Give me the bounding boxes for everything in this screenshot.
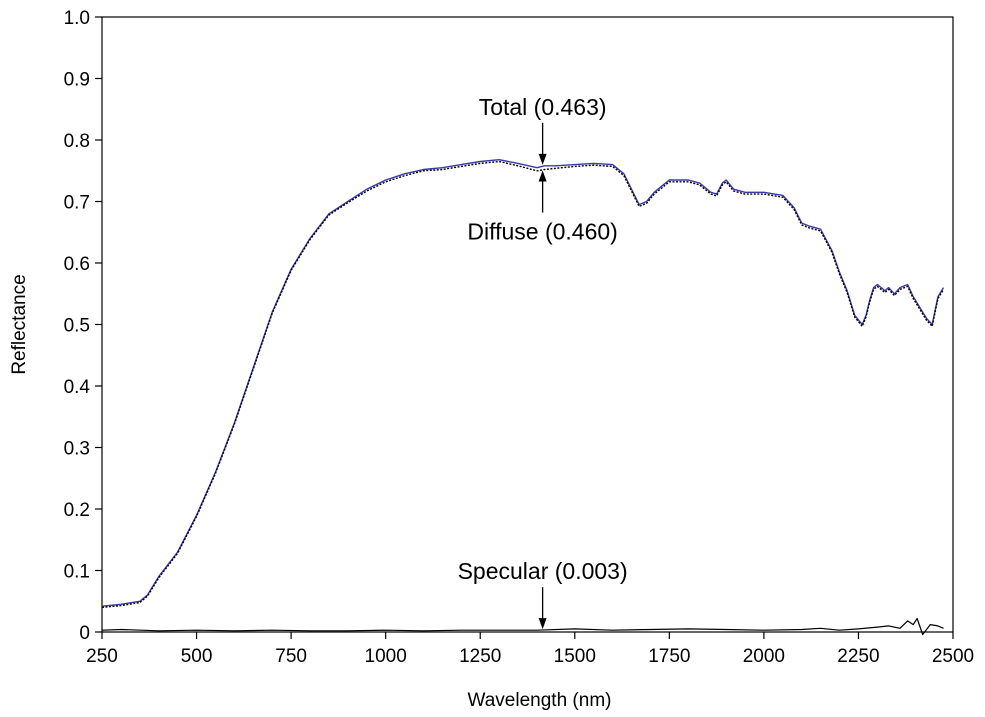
specular-annotation: Specular (0.003) <box>458 558 628 630</box>
x-tick-label: 1750 <box>648 646 690 667</box>
diffuse-arrow-head <box>538 170 547 182</box>
y-tick-label: 0.3 <box>64 439 90 460</box>
diffuse-annotation-label: Diffuse (0.460) <box>467 219 617 245</box>
x-tick-label: 250 <box>86 646 118 667</box>
series-layer <box>101 159 945 636</box>
total-annotation-label: Total (0.463) <box>479 94 607 120</box>
x-axis-title: Wavelength (nm) <box>468 690 612 711</box>
diffuse-annotation: Diffuse (0.460) <box>467 170 618 245</box>
y-tick-label: 0.4 <box>64 377 91 398</box>
specular-line <box>101 617 944 636</box>
x-tick-label: 500 <box>181 646 213 667</box>
y-axis-title: Reflectance <box>9 274 30 374</box>
specular-annotation-label: Specular (0.003) <box>458 558 628 584</box>
y-tick-label: 0.8 <box>64 131 90 152</box>
y-tick-label: 0.1 <box>64 562 90 583</box>
annotation-layer: Total (0.463) Diffuse (0.460) Specular (0.… <box>458 94 628 630</box>
x-tick-label: 2000 <box>743 646 785 667</box>
y-tick-label: 0.9 <box>64 70 90 91</box>
total-line <box>101 159 945 607</box>
specular-arrow-head <box>538 618 547 630</box>
x-tick-label: 750 <box>275 646 307 667</box>
x-tick-label: 2250 <box>837 646 879 667</box>
total-arrow-head <box>538 153 547 165</box>
y-tick-label: 1.0 <box>64 8 90 29</box>
total-annotation: Total (0.463) <box>479 94 607 165</box>
y-tick-label: 0.2 <box>64 500 90 521</box>
y-axis: 0 0.1 0.2 0.3 0.4 0.5 0.6 0.7 0.8 0.9 1.0 <box>64 8 102 644</box>
x-tick-label: 1000 <box>365 646 407 667</box>
diffuse-line <box>101 160 945 609</box>
x-tick-label: 2500 <box>932 646 974 667</box>
y-tick-label: 0.5 <box>64 316 90 337</box>
y-tick-label: 0.7 <box>64 193 90 214</box>
y-tick-label: 0.6 <box>64 254 90 275</box>
y-tick-label: 0 <box>79 623 90 644</box>
x-tick-label: 1250 <box>459 646 501 667</box>
x-tick-label: 1500 <box>554 646 596 667</box>
x-axis: 250 500 750 1000 1250 1500 1750 2000 2250 2500 <box>86 632 974 667</box>
